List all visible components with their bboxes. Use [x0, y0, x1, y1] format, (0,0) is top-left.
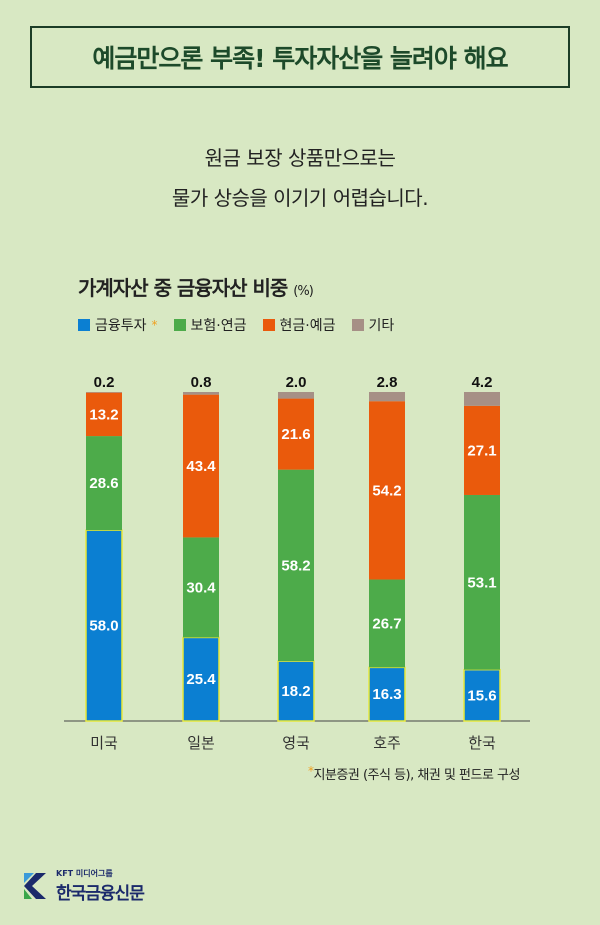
- bar-segment: [278, 469, 314, 662]
- bar-segment: [183, 537, 219, 638]
- data-label: 13.2: [89, 406, 118, 423]
- bar-segment: [369, 392, 405, 402]
- chart-unit: (%): [293, 284, 313, 299]
- bar-segment: [278, 398, 314, 470]
- legend-swatch: [78, 319, 90, 331]
- data-label: 26.7: [372, 615, 401, 632]
- legend-item: 보험·연금: [173, 315, 247, 335]
- data-label: 16.3: [372, 686, 401, 703]
- data-label: 0.2: [94, 374, 115, 391]
- chart-title: 가계자산 중 금융자산 비중 (%): [78, 272, 314, 301]
- x-tick-label: 한국: [468, 734, 496, 752]
- data-label: 53.1: [467, 574, 496, 591]
- legend-swatch: [262, 319, 275, 331]
- bar-segment: [368, 666, 406, 722]
- data-label: 54.2: [372, 482, 401, 499]
- chart-title-text: 가계자산 중 금융자산 비중: [78, 276, 288, 300]
- bar-segment: [464, 494, 500, 670]
- footnote-text: 지분증권 (주식 등), 채권 및 펀드로 구성: [313, 768, 521, 783]
- footnote: *지분증권 (주식 등), 채권 및 펀드로 구성: [308, 764, 520, 783]
- legend-label: 기타: [368, 318, 395, 334]
- bar-segment: [369, 579, 405, 668]
- bar-segment: [182, 636, 220, 722]
- x-tick-label: 일본: [187, 734, 215, 752]
- legend-label: 보험·연금: [190, 318, 247, 334]
- bar-segment: [86, 436, 122, 531]
- data-label: 21.6: [281, 426, 310, 443]
- bar-segment: [277, 660, 315, 722]
- x-tick-label: 미국: [90, 734, 118, 752]
- data-label: 27.1: [467, 442, 496, 459]
- bar-segment: [86, 392, 122, 393]
- title-box: 예금만으론 부족! 투자자산을 늘려야 해요: [30, 26, 570, 88]
- bar-segment: [278, 392, 314, 399]
- legend-swatch: [173, 319, 186, 331]
- data-label: 2.0: [286, 374, 307, 391]
- data-label: 18.2: [281, 683, 310, 700]
- logo-group: KFT 미디어그룹: [56, 869, 113, 878]
- data-label: 58.2: [281, 557, 310, 574]
- asterisk: *: [151, 318, 158, 332]
- legend: 금융투자 * 보험·연금 현금·예금 기타: [78, 315, 394, 335]
- title: 예금만으론 부족! 투자자산을 늘려야 해요: [92, 44, 508, 73]
- legend-item: 현금·예금: [262, 315, 336, 335]
- subtitle-line-1: 원금 보장 상품만으로는: [204, 146, 396, 170]
- data-label: 58.0: [89, 618, 118, 635]
- bar-segment: [464, 392, 500, 406]
- bar-segment: [464, 405, 500, 495]
- legend-item: 금융투자 *: [78, 315, 158, 335]
- data-label: 15.6: [467, 687, 496, 704]
- legend-label: 현금·예금: [279, 318, 336, 334]
- asterisk: *: [308, 764, 314, 778]
- subtitle-line-2: 물가 상승을 이기기 어렵습니다.: [171, 186, 429, 210]
- legend-label: 금융투자: [95, 318, 147, 334]
- bar-segment: [183, 394, 219, 538]
- data-label: 28.6: [89, 475, 118, 492]
- logo-name: 한국금융신문: [56, 884, 145, 904]
- legend-item: 기타: [351, 315, 395, 335]
- data-label: 25.4: [186, 671, 216, 688]
- bar-segment: [86, 392, 122, 437]
- data-label: 2.8: [377, 374, 398, 391]
- kft-logo-icon: [24, 873, 46, 899]
- bar-segment: [463, 668, 501, 722]
- legend-swatch: [351, 319, 364, 331]
- x-tick-label: 호주: [373, 734, 401, 752]
- data-label: 4.2: [472, 374, 493, 391]
- data-label: 0.8: [191, 374, 212, 391]
- x-tick-label: 영국: [282, 734, 310, 752]
- bar-segment: [183, 392, 219, 395]
- bar-segment: [369, 401, 405, 580]
- data-label: 30.4: [186, 579, 216, 596]
- data-label: 43.4: [186, 458, 216, 475]
